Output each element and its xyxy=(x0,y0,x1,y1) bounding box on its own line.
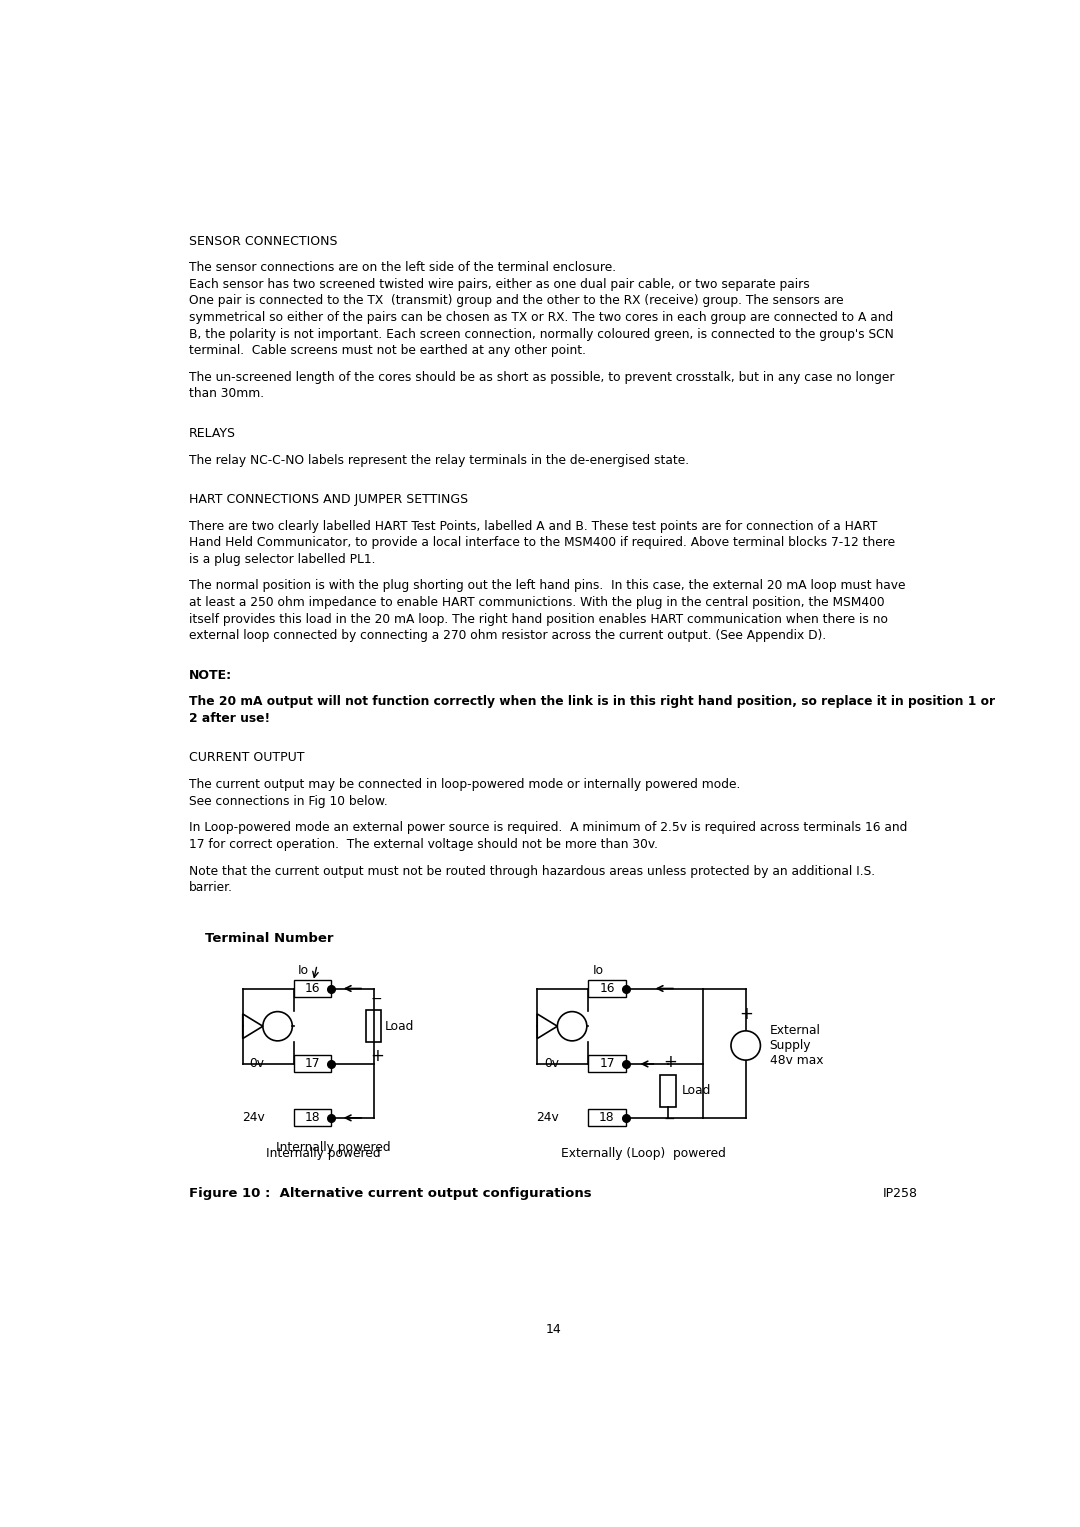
Text: 17 for correct operation.  The external voltage should not be more than 30v.: 17 for correct operation. The external v… xyxy=(189,838,658,851)
Text: CURRENT OUTPUT: CURRENT OUTPUT xyxy=(189,751,305,765)
Text: 18: 18 xyxy=(599,1112,615,1124)
Text: HART CONNECTIONS AND JUMPER SETTINGS: HART CONNECTIONS AND JUMPER SETTINGS xyxy=(189,493,469,505)
Text: 16: 16 xyxy=(305,982,321,996)
Text: Load: Load xyxy=(683,1084,712,1098)
Text: RELAYS: RELAYS xyxy=(189,428,237,440)
Bar xyxy=(661,1075,676,1107)
Text: 0v: 0v xyxy=(249,1058,265,1070)
Text: than 30mm.: than 30mm. xyxy=(189,388,265,400)
Text: Hand Held Communicator, to provide a local interface to the MSM400 if required. : Hand Held Communicator, to provide a loc… xyxy=(189,536,895,550)
Text: The un-screened length of the cores should be as short as possible, to prevent c: The un-screened length of the cores shou… xyxy=(189,371,894,383)
Text: 16: 16 xyxy=(599,982,615,996)
Bar xyxy=(294,1110,332,1127)
Text: 17: 17 xyxy=(599,1058,615,1070)
Text: Load: Load xyxy=(384,1020,414,1032)
Text: is a plug selector labelled PL1.: is a plug selector labelled PL1. xyxy=(189,553,376,567)
Text: Io: Io xyxy=(298,964,309,977)
Text: Figure 10 :  Alternative current output configurations: Figure 10 : Alternative current output c… xyxy=(189,1186,592,1200)
Text: Internally powered: Internally powered xyxy=(276,1141,391,1154)
Text: +: + xyxy=(369,1048,383,1064)
Text: Terminal Number: Terminal Number xyxy=(205,933,334,945)
Text: 18: 18 xyxy=(305,1112,321,1124)
Text: The relay NC-C-NO labels represent the relay terminals in the de-energised state: The relay NC-C-NO labels represent the r… xyxy=(189,454,689,467)
Text: Note that the current output must not be routed through hazardous areas unless p: Note that the current output must not be… xyxy=(189,864,876,878)
Text: Internally powered: Internally powered xyxy=(267,1147,381,1161)
Text: 2 after use!: 2 after use! xyxy=(189,712,270,725)
Text: Externally (Loop)  powered: Externally (Loop) powered xyxy=(561,1147,726,1161)
Text: −: − xyxy=(664,1112,676,1125)
Text: The sensor connections are on the left side of the terminal enclosure.: The sensor connections are on the left s… xyxy=(189,261,617,275)
Text: There are two clearly labelled HART Test Points, labelled A and B. These test po: There are two clearly labelled HART Test… xyxy=(189,519,878,533)
Text: 17: 17 xyxy=(305,1058,321,1070)
Text: The current output may be connected in loop-powered mode or internally powered m: The current output may be connected in l… xyxy=(189,777,741,791)
Text: +: + xyxy=(663,1054,677,1070)
Bar xyxy=(589,1055,625,1072)
Text: at least a 250 ohm impedance to enable HART communictions. With the plug in the : at least a 250 ohm impedance to enable H… xyxy=(189,596,885,609)
Text: +: + xyxy=(739,1005,753,1023)
Text: In Loop-powered mode an external power source is required.  A minimum of 2.5v is: In Loop-powered mode an external power s… xyxy=(189,822,907,834)
Text: The normal position is with the plug shorting out the left hand pins.  In this c: The normal position is with the plug sho… xyxy=(189,579,906,592)
Text: The 20 mA output will not function correctly when the link is in this right hand: The 20 mA output will not function corre… xyxy=(189,695,996,709)
Bar xyxy=(366,1009,381,1043)
Bar xyxy=(589,1110,625,1127)
Bar xyxy=(294,980,332,997)
Text: B, the polarity is not important. Each screen connection, normally coloured gree: B, the polarity is not important. Each s… xyxy=(189,327,894,341)
Text: 24v: 24v xyxy=(242,1112,265,1124)
Text: External
Supply
48v max: External Supply 48v max xyxy=(770,1025,823,1067)
Text: Each sensor has two screened twisted wire pairs, either as one dual pair cable, : Each sensor has two screened twisted wir… xyxy=(189,278,810,290)
Text: barrier.: barrier. xyxy=(189,881,233,895)
Text: One pair is connected to the TX  (transmit) group and the other to the RX (recei: One pair is connected to the TX (transmi… xyxy=(189,295,843,307)
Text: 24v: 24v xyxy=(536,1112,559,1124)
Text: IP258: IP258 xyxy=(882,1186,918,1200)
Text: −: − xyxy=(372,993,382,1006)
Text: external loop connected by connecting a 270 ohm resistor across the current outp: external loop connected by connecting a … xyxy=(189,629,826,643)
Text: terminal.  Cable screens must not be earthed at any other point.: terminal. Cable screens must not be eart… xyxy=(189,344,586,357)
Bar xyxy=(589,980,625,997)
Text: Io: Io xyxy=(592,964,604,977)
Text: NOTE:: NOTE: xyxy=(189,669,232,681)
Text: 14: 14 xyxy=(545,1322,562,1336)
Bar xyxy=(294,1055,332,1072)
Text: symmetrical so either of the pairs can be chosen as TX or RX. The two cores in e: symmetrical so either of the pairs can b… xyxy=(189,312,893,324)
Text: itself provides this load in the 20 mA loop. The right hand position enables HAR: itself provides this load in the 20 mA l… xyxy=(189,612,888,626)
Text: See connections in Fig 10 below.: See connections in Fig 10 below. xyxy=(189,794,388,808)
Text: 0v: 0v xyxy=(544,1058,559,1070)
Text: SENSOR CONNECTIONS: SENSOR CONNECTIONS xyxy=(189,235,338,247)
